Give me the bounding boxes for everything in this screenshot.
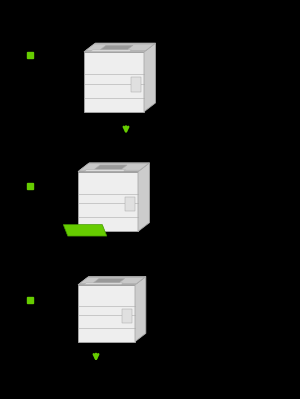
Polygon shape [135, 277, 146, 342]
Polygon shape [144, 43, 155, 112]
Polygon shape [63, 225, 107, 236]
Polygon shape [78, 163, 149, 172]
Polygon shape [84, 52, 144, 112]
Polygon shape [85, 170, 125, 171]
Polygon shape [78, 277, 146, 285]
Polygon shape [91, 50, 131, 51]
Polygon shape [94, 165, 127, 169]
Polygon shape [124, 197, 135, 211]
Polygon shape [138, 163, 149, 231]
Polygon shape [84, 43, 155, 52]
Polygon shape [84, 283, 123, 284]
Polygon shape [78, 172, 138, 231]
Polygon shape [78, 285, 135, 342]
Polygon shape [94, 279, 124, 283]
Polygon shape [130, 77, 141, 92]
Polygon shape [100, 45, 133, 50]
Polygon shape [122, 309, 132, 323]
Polygon shape [80, 277, 145, 284]
Polygon shape [86, 44, 154, 51]
Polygon shape [80, 164, 148, 170]
